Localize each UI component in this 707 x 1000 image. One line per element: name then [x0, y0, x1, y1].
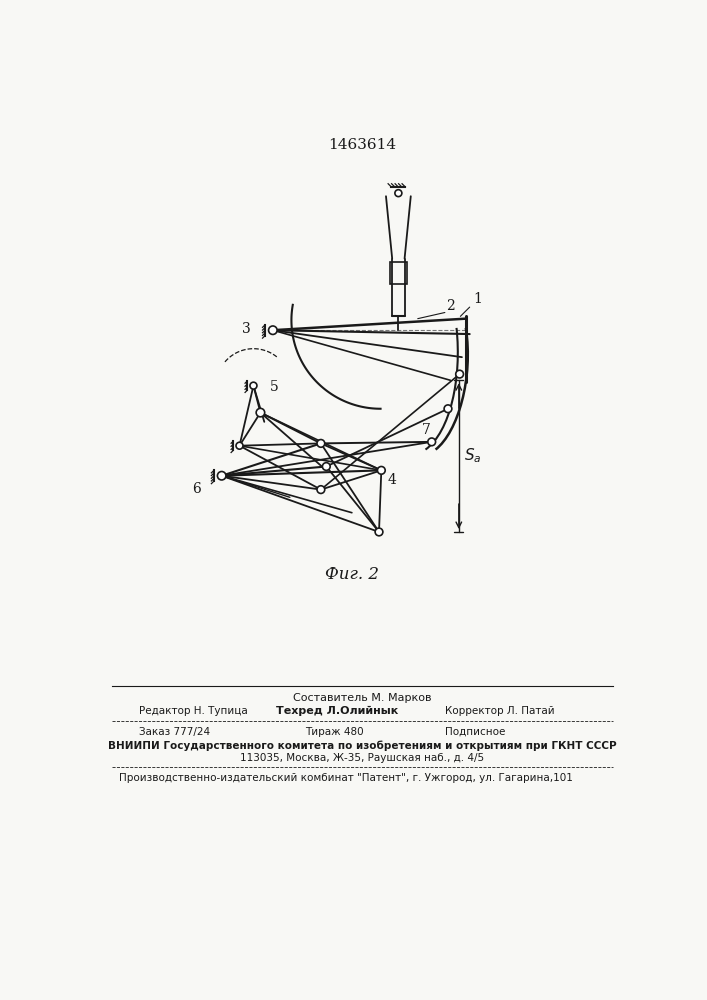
Circle shape	[378, 466, 385, 474]
Text: 4: 4	[387, 473, 397, 487]
Text: 1463614: 1463614	[328, 138, 396, 152]
Text: Составитель М. Марков: Составитель М. Марков	[293, 693, 431, 703]
Bar	[390, 262, 407, 284]
Circle shape	[256, 408, 264, 417]
Text: Корректор Л. Патай: Корректор Л. Патай	[445, 706, 554, 716]
Circle shape	[250, 382, 257, 389]
Circle shape	[236, 442, 243, 449]
Text: 1: 1	[474, 292, 482, 306]
Text: Тираж 480: Тираж 480	[305, 727, 364, 737]
Text: Фиг. 2: Фиг. 2	[325, 566, 379, 583]
Text: Заказ 777/24: Заказ 777/24	[139, 727, 210, 737]
Circle shape	[317, 440, 325, 447]
Text: Производственно-издательский комбинат "Патент", г. Ужгород, ул. Гагарина,101: Производственно-издательский комбинат "П…	[119, 773, 573, 783]
Circle shape	[395, 190, 402, 197]
Circle shape	[428, 438, 436, 446]
Circle shape	[218, 472, 226, 480]
Text: ВНИИПИ Государственного комитета по изобретениям и открытиям при ГКНТ СССР: ВНИИПИ Государственного комитета по изоб…	[107, 741, 617, 751]
Text: $S_a$: $S_a$	[464, 447, 481, 465]
Text: Техред Л.Олийнык: Техред Л.Олийнык	[276, 706, 398, 716]
Text: 5: 5	[270, 380, 279, 394]
Text: 7: 7	[421, 423, 431, 437]
Circle shape	[317, 486, 325, 493]
Text: Подписное: Подписное	[445, 727, 506, 737]
Circle shape	[456, 370, 464, 378]
Text: 113035, Москва, Ж-35, Раушская наб., д. 4/5: 113035, Москва, Ж-35, Раушская наб., д. …	[240, 753, 484, 763]
Circle shape	[322, 463, 330, 470]
Text: 6: 6	[192, 482, 201, 496]
Circle shape	[375, 528, 383, 536]
Circle shape	[444, 405, 452, 413]
Circle shape	[269, 326, 277, 334]
Text: 3: 3	[243, 322, 251, 336]
Text: 2: 2	[446, 299, 455, 313]
Text: Редактор Н. Тупица: Редактор Н. Тупица	[139, 706, 247, 716]
